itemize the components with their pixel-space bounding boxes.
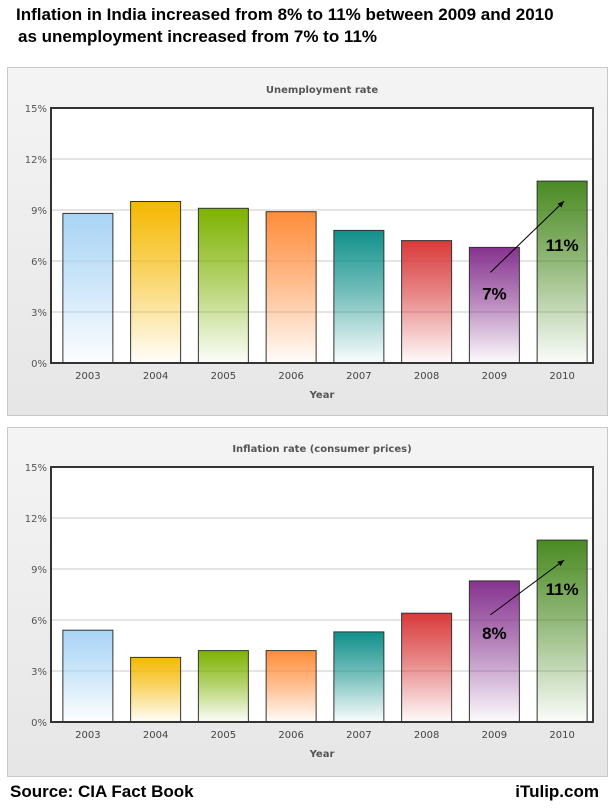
bar-2006 <box>265 211 317 364</box>
bar-2004 <box>130 656 182 723</box>
y-tick-label: 15% <box>25 463 47 474</box>
x-tick-label: 2003 <box>75 730 100 741</box>
headline: Inflation in India increased from 8% to … <box>16 4 613 48</box>
x-tick-label: 2007 <box>346 730 371 741</box>
x-tick-label: 2006 <box>278 371 303 382</box>
bar-2007 <box>333 229 385 364</box>
bar-2005 <box>197 650 249 723</box>
unemployment-chart-panel: Unemployment rate 0% 3% 6% 9% 12% 15% 2003 2004 2… <box>7 67 608 416</box>
y-tick-label: 6% <box>31 616 47 627</box>
x-tick-label: 2005 <box>211 371 236 382</box>
bar-2003 <box>62 212 114 364</box>
y-tick-label: 12% <box>25 514 47 525</box>
x-tick-label: 2005 <box>211 730 236 741</box>
y-tick-label: 6% <box>31 257 47 268</box>
chart-title: Unemployment rate <box>266 85 378 96</box>
x-tick-label: 2009 <box>482 730 507 741</box>
x-tick-label: 2008 <box>414 730 439 741</box>
trend-arrow <box>490 559 565 616</box>
bar-2006 <box>265 650 317 723</box>
trend-arrow <box>490 200 565 273</box>
x-tick-label: 2004 <box>143 730 168 741</box>
y-tick-label: 15% <box>25 104 47 115</box>
x-tick-label: 2007 <box>346 371 371 382</box>
y-tick-label: 12% <box>25 155 47 166</box>
bar-2007 <box>333 631 385 723</box>
x-tick-label: 2009 <box>482 371 507 382</box>
bar-2005 <box>197 207 249 364</box>
plot-border <box>50 107 594 364</box>
bar-2004 <box>130 201 182 364</box>
x-axis-label: Year <box>309 749 335 760</box>
y-tick-label: 9% <box>31 206 47 217</box>
annotation-label: 8% <box>482 624 507 643</box>
bar-2010 <box>536 180 588 364</box>
headline-line-2: as unemployment increased from 7% to 11% <box>18 27 378 46</box>
bar-2003 <box>62 629 114 723</box>
bar-2010 <box>536 539 588 723</box>
y-tick-label: 3% <box>31 667 47 678</box>
headline-line-1: Inflation in India increased from 8% to … <box>16 5 554 24</box>
plot-border <box>50 466 594 723</box>
x-tick-label: 2008 <box>414 371 439 382</box>
inflation-chart-panel: Inflation rate (consumer prices) 0% 3% 6% 9%… <box>7 427 608 777</box>
x-axis-label: Year <box>309 390 335 401</box>
annotation-label: 11% <box>546 580 579 599</box>
y-tick-label: 3% <box>31 308 47 319</box>
x-tick-label: 2006 <box>278 730 303 741</box>
x-tick-label: 2004 <box>143 371 168 382</box>
x-tick-label: 2003 <box>75 371 100 382</box>
y-tick-label: 9% <box>31 565 47 576</box>
unemployment-chart: Unemployment rate 0% 3% 6% 9% 12% 15% 2003 2004 2… <box>25 85 594 401</box>
bar-2009 <box>468 246 520 364</box>
bar-2008 <box>401 612 453 723</box>
x-tick-label: 2010 <box>549 730 574 741</box>
y-tick-label: 0% <box>31 718 47 729</box>
arrow-head-icon <box>557 201 565 208</box>
arrow-head-icon <box>557 560 565 567</box>
source-label: Source: CIA Fact Book <box>10 782 194 801</box>
chart-title: Inflation rate (consumer prices) <box>232 444 411 455</box>
annotation-label: 7% <box>482 284 507 303</box>
y-tick-label: 0% <box>31 359 47 370</box>
inflation-chart: Inflation rate (consumer prices) 0% 3% 6% 9%… <box>25 444 594 760</box>
brand-label: iTulip.com <box>515 782 599 801</box>
bar-2008 <box>401 240 453 364</box>
x-tick-label: 2010 <box>549 371 574 382</box>
bar-2009 <box>468 580 520 723</box>
annotation-label: 11% <box>546 236 579 255</box>
